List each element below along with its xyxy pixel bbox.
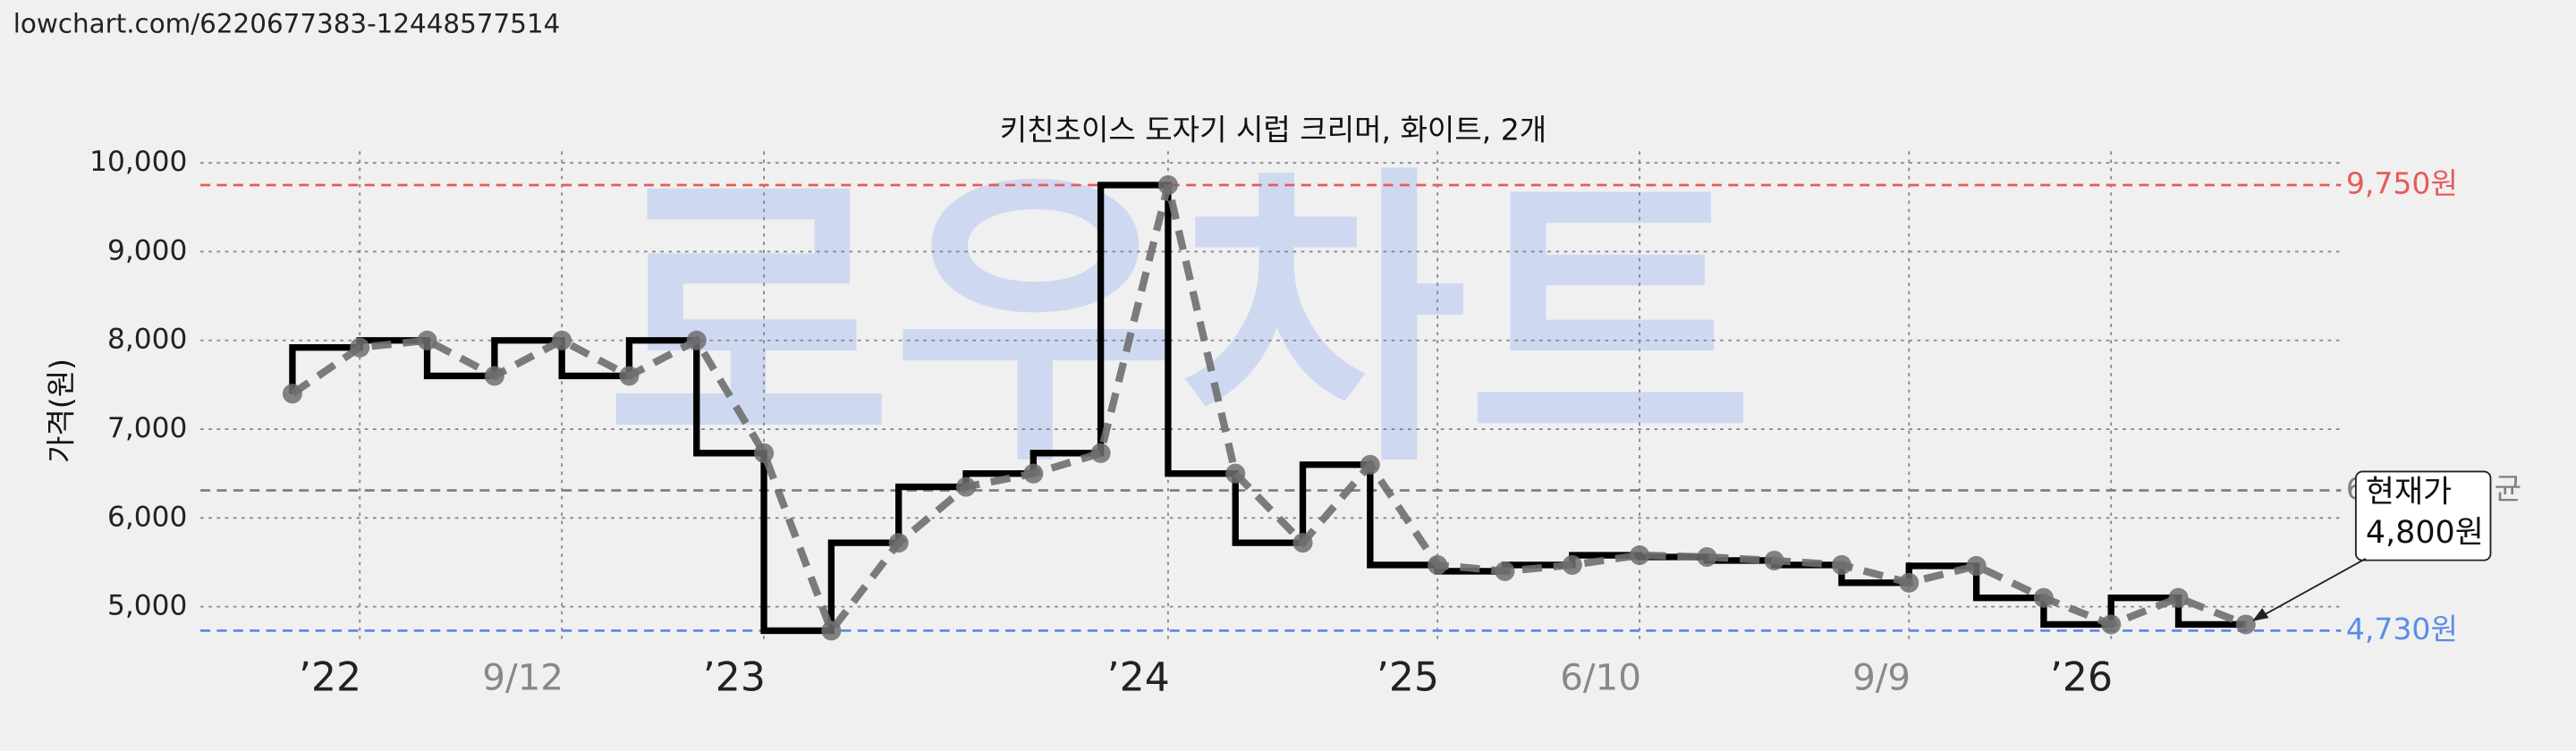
x-tick-label: ’23	[703, 655, 766, 701]
point	[1562, 554, 1582, 575]
url: lowchart.com/6220677383-12448577514	[13, 8, 561, 38]
point	[1831, 554, 1852, 575]
x-tick-label: 6/10	[1560, 656, 1641, 699]
point	[754, 443, 775, 463]
point	[1428, 554, 1448, 575]
point	[1630, 545, 1650, 566]
point	[1292, 533, 1313, 553]
y-tick-label: 6,000	[107, 501, 187, 533]
point	[2235, 614, 2256, 635]
reference-label: 4,730원	[2346, 612, 2458, 646]
point	[821, 620, 842, 641]
y-tick-label: 8,000	[107, 324, 187, 356]
point	[955, 477, 977, 497]
y-tick-label: 7,000	[107, 412, 187, 444]
point	[619, 366, 640, 386]
point	[282, 384, 302, 404]
point	[1495, 561, 1515, 581]
point	[1697, 546, 1717, 568]
point	[1899, 572, 1919, 593]
callout-text: 4,800원	[2366, 515, 2484, 551]
trend-line	[290, 184, 2248, 638]
x-tick-label: 9/9	[1852, 656, 1911, 699]
point	[1090, 443, 1111, 463]
x-tick-label: ’22	[299, 655, 361, 701]
chart-title: 키친초이스 도자기 시럽 크리머, 화이트, 2개	[1000, 113, 1546, 148]
point	[1225, 463, 1246, 484]
callout-box	[2354, 470, 2492, 561]
y-tick-label: 9,000	[107, 234, 187, 266]
point	[484, 366, 504, 386]
x-tick-label: ’24	[1107, 655, 1170, 701]
x-tick-label: ’26	[2050, 655, 2113, 701]
point	[1023, 463, 1044, 484]
point	[552, 330, 572, 350]
callout-text: 현재가	[2366, 474, 2452, 510]
callout-arrowhead	[2252, 608, 2269, 621]
x-tick-label: 9/12	[482, 656, 564, 699]
y-tick-label: 10,000	[89, 146, 187, 178]
point	[1764, 550, 1784, 571]
watermark: 로우차트	[606, 141, 1754, 504]
y-tick-label: 5,000	[107, 590, 187, 622]
y-axis-label: 가격(원)	[43, 359, 78, 463]
point	[417, 330, 437, 350]
callout-arrow	[2255, 557, 2367, 620]
point	[1966, 555, 1987, 576]
point	[888, 533, 909, 553]
point	[2168, 587, 2189, 608]
point	[2101, 614, 2122, 635]
point	[1157, 174, 1178, 196]
point	[2033, 587, 2054, 608]
reference-label: 9,750원	[2346, 166, 2458, 201]
point	[1360, 454, 1380, 475]
point	[350, 337, 370, 358]
point	[686, 330, 707, 350]
x-tick-label: ’25	[1377, 655, 1439, 701]
